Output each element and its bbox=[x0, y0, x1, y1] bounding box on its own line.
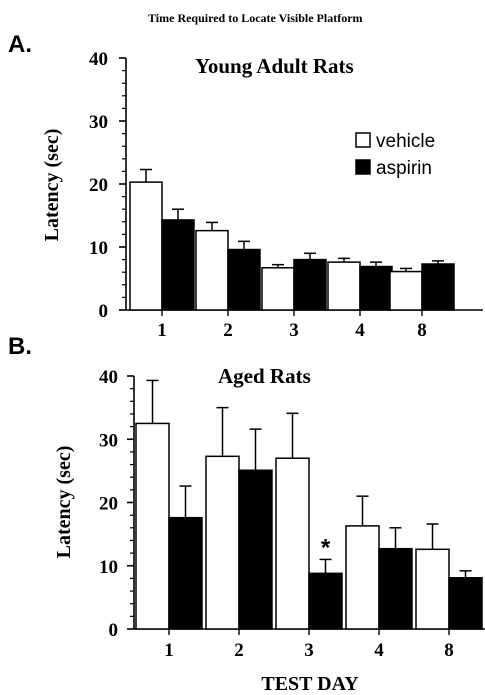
x-tick-label-day-4: 4 bbox=[374, 640, 384, 661]
bar-vehicle-day-1 bbox=[129, 181, 163, 311]
bar-aspirin-day-1 bbox=[168, 516, 203, 630]
panel-a-ylabel: Latency (sec) bbox=[41, 129, 63, 242]
bar-vehicle-day-4 bbox=[345, 525, 380, 630]
bar-vehicle-day-2 bbox=[195, 229, 229, 311]
x-tick-label-day-4: 4 bbox=[355, 320, 365, 341]
bar-aspirin-day-4 bbox=[359, 265, 393, 311]
legend: vehicle aspirin bbox=[355, 131, 435, 179]
panel-b-bars bbox=[135, 379, 483, 630]
y-tick-label: 20 bbox=[99, 494, 118, 515]
bar-aspirin-day-8 bbox=[421, 263, 455, 311]
bar-aspirin-day-3 bbox=[293, 258, 327, 311]
bar-vehicle-day-2 bbox=[205, 455, 240, 630]
y-tick-label: 0 bbox=[109, 620, 119, 641]
x-tick-label-day-3: 3 bbox=[304, 640, 314, 661]
panel-b-ylabel: Latency (sec) bbox=[53, 446, 75, 559]
panel-a-y-ticks: 0 10 20 30 40 bbox=[89, 49, 126, 322]
y-tick-label: 30 bbox=[89, 112, 108, 133]
y-tick-label: 0 bbox=[99, 301, 109, 322]
bar-aspirin-day-3 bbox=[308, 572, 343, 630]
panel-a-bars bbox=[129, 168, 455, 311]
x-tick-label-day-3: 3 bbox=[289, 320, 299, 341]
panel-a-title: Young Adult Rats bbox=[195, 54, 354, 78]
x-tick-label-day-2: 2 bbox=[234, 640, 244, 661]
bar-aspirin-day-1 bbox=[161, 219, 195, 311]
panel-b-label: B. bbox=[8, 333, 32, 360]
figure-title: Time Required to Locate Visible Platform bbox=[148, 11, 363, 25]
y-tick-label: 30 bbox=[99, 430, 118, 451]
legend-label-vehicle: vehicle bbox=[376, 131, 435, 152]
legend-label-aspirin: aspirin bbox=[376, 158, 432, 179]
panel-b-annotations: * bbox=[321, 534, 331, 561]
legend-item-aspirin: aspirin bbox=[355, 158, 432, 179]
bar-aspirin-day-8 bbox=[448, 577, 483, 630]
panel-b-y-ticks: 0 10 20 30 40 bbox=[99, 367, 134, 641]
x-tick-label-day-8: 8 bbox=[444, 640, 454, 661]
legend-item-vehicle: vehicle bbox=[355, 131, 435, 152]
panel-b: B. Aged Rats Latency (sec) 0 10 20 30 40 1 2 3… bbox=[8, 333, 485, 695]
y-tick-label: 10 bbox=[89, 238, 108, 259]
bar-vehicle-day-4 bbox=[327, 261, 361, 311]
bar-aspirin-day-2 bbox=[238, 469, 273, 630]
y-tick-label: 40 bbox=[89, 49, 108, 70]
bar-vehicle-day-1 bbox=[135, 422, 170, 630]
significance-asterisk: * bbox=[321, 534, 331, 561]
x-axis-title: TEST DAY bbox=[261, 673, 359, 695]
bar-vehicle-day-3 bbox=[261, 267, 295, 311]
panel-a-x-tick-labels: 1 2 3 4 8 bbox=[157, 310, 427, 341]
bar-aspirin-day-4 bbox=[378, 547, 413, 630]
x-tick-label-day-2: 2 bbox=[223, 320, 233, 341]
bar-vehicle-day-8 bbox=[389, 270, 423, 311]
panel-b-x-tick-labels: 1 2 3 4 8 bbox=[164, 629, 454, 661]
y-tick-label: 40 bbox=[99, 367, 118, 388]
x-tick-label-day-1: 1 bbox=[157, 320, 167, 341]
panel-a: A. Young Adult Rats Latency (sec) 0 10 20 3… bbox=[8, 31, 483, 341]
bar-vehicle-day-3 bbox=[275, 457, 310, 630]
x-tick-label-day-8: 8 bbox=[417, 320, 427, 341]
panel-a-label: A. bbox=[8, 31, 32, 58]
x-tick-label-day-1: 1 bbox=[164, 640, 174, 661]
legend-swatch-vehicle bbox=[355, 132, 371, 148]
bar-aspirin-day-2 bbox=[227, 248, 261, 311]
legend-swatch-aspirin bbox=[355, 159, 371, 175]
panel-b-title: Aged Rats bbox=[218, 364, 311, 388]
bar-vehicle-day-8 bbox=[415, 548, 450, 630]
y-tick-label: 10 bbox=[99, 557, 118, 578]
y-tick-label: 20 bbox=[89, 175, 108, 196]
